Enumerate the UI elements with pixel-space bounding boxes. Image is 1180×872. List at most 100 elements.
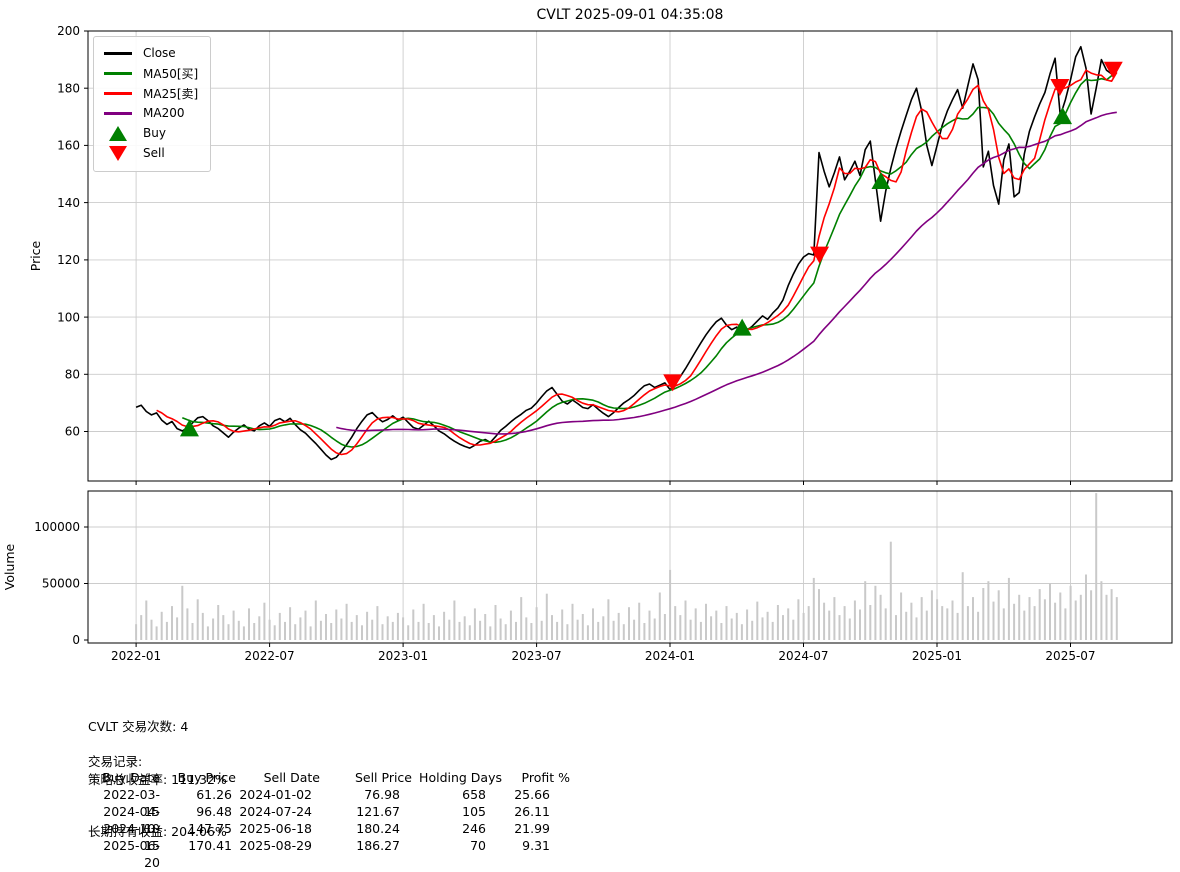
- trade-markers: [179, 61, 1123, 437]
- svg-text:2022-01: 2022-01: [111, 649, 161, 663]
- trade-count-line: CVLT 交易次数: 4: [88, 719, 189, 734]
- legend-item-ma25: MA25[卖]: [103, 83, 198, 103]
- svg-text:140: 140: [57, 196, 80, 210]
- svg-text:60: 60: [65, 425, 80, 439]
- buy-marker-icon: [1053, 107, 1073, 125]
- svg-text:100000: 100000: [34, 520, 80, 534]
- gridlines: [88, 30, 1172, 643]
- sell-marker-icon: [1050, 79, 1070, 97]
- table-cell: 2024-10-15: [103, 821, 160, 853]
- table-cell: 21.99: [514, 821, 550, 836]
- svg-text:2024-07: 2024-07: [778, 649, 828, 663]
- trade-records-table: Buy Date Buy Price Sell Date Sell Price Hold…: [88, 769, 574, 870]
- price-tick-labels: 60 80 100 120 140 160 180 200: [57, 24, 80, 439]
- table-cell: 96.48: [196, 804, 232, 819]
- legend-item-sell: Sell: [103, 143, 198, 163]
- col-header-buy-price: Buy Price: [177, 770, 236, 785]
- table-cell: 105: [462, 804, 486, 819]
- table-row: 2024-04-10 96.48 2024-07-24 121.67 105 26.11: [88, 803, 574, 836]
- table-cell: 9.31: [522, 838, 550, 853]
- table-row: 2022-03-15 61.26 2024-01-02 76.98 658 25.66: [88, 786, 574, 819]
- svg-text:2023-07: 2023-07: [512, 649, 562, 663]
- table-row: 2025-06-20 170.41 2025-08-29 186.27 70 9.31: [88, 837, 574, 870]
- buy-marker-icon: [871, 171, 891, 189]
- legend-label: Buy: [143, 126, 166, 140]
- col-header-holding-days: Holding Days: [419, 770, 502, 785]
- table-cell: 76.98: [364, 787, 400, 802]
- table-cell: 2024-07-24: [239, 804, 312, 819]
- line-swatch-icon: [103, 91, 133, 95]
- table-cell: 2024-04-10: [103, 804, 160, 836]
- col-header-sell-date: Sell Date: [263, 770, 320, 785]
- line-swatch-icon: [103, 111, 133, 115]
- table-cell: 186.27: [356, 838, 400, 853]
- svg-text:80: 80: [65, 368, 80, 382]
- svg-text:2025-07: 2025-07: [1045, 649, 1095, 663]
- buy-marker-icon: [179, 419, 199, 437]
- legend-label: MA25[卖]: [143, 86, 199, 101]
- ma25-line: [156, 69, 1118, 456]
- svg-text:2025-01: 2025-01: [912, 649, 962, 663]
- price-axis-label: Price: [28, 240, 43, 271]
- table-cell: 2025-08-29: [239, 838, 312, 853]
- ma50-line: [181, 72, 1118, 448]
- buy-triangle-icon: [103, 125, 133, 141]
- svg-text:120: 120: [57, 253, 80, 267]
- volume-tick-labels: 0 50000 100000: [34, 520, 80, 647]
- table-row: 2024-10-15 147.75 2025-06-18 180.24 246 21.99: [88, 820, 574, 853]
- axis-labels: Price Volume: [2, 240, 43, 590]
- x-tick-labels: 2022-01 2022-07 2023-01 2023-07 2024-01 2024-…: [111, 649, 1096, 663]
- table-cell: 2025-06-20: [103, 838, 160, 870]
- legend-label: MA50[买]: [143, 66, 199, 81]
- sell-marker-icon: [663, 374, 683, 392]
- legend: Close MA50[买] MA25[卖] MA200 Buy Sell: [93, 36, 212, 172]
- svg-text:2024-01: 2024-01: [645, 649, 695, 663]
- table-cell: 658: [462, 787, 486, 802]
- table-cell: 25.66: [514, 787, 550, 802]
- legend-item-ma200: MA200: [103, 103, 198, 123]
- legend-item-close: Close: [103, 43, 198, 63]
- line-swatch-icon: [103, 71, 133, 75]
- legend-item-ma50: MA50[买]: [103, 63, 198, 83]
- table-cell: 2024-01-02: [239, 787, 312, 802]
- legend-label: MA200: [143, 106, 185, 120]
- hold-return-line: 长期持有收益: 204.06%: [88, 824, 227, 839]
- svg-text:100: 100: [57, 310, 80, 324]
- table-cell: 121.67: [356, 804, 400, 819]
- price-volume-chart: 2022-01 2022-07 2023-01 2023-07 2024-01 2024-…: [2, 24, 1173, 663]
- tick-marks: [84, 30, 1071, 647]
- table-cell: 170.41: [188, 838, 232, 853]
- volume-axis-label: Volume: [2, 543, 17, 590]
- svg-text:2023-01: 2023-01: [378, 649, 428, 663]
- buy-marker-icon: [732, 318, 752, 336]
- sell-triangle-icon: [103, 145, 133, 161]
- svg-text:50000: 50000: [42, 577, 80, 591]
- table-cell: 147.75: [188, 821, 232, 836]
- svg-text:0: 0: [72, 633, 80, 647]
- svg-text:180: 180: [57, 81, 80, 95]
- chart-title: CVLT 2025-09-01 04:35:08: [536, 7, 724, 23]
- sell-marker-icon: [1103, 61, 1123, 79]
- table-cell: 246: [462, 821, 486, 836]
- table-cell: 2022-03-15: [103, 787, 160, 819]
- svg-text:200: 200: [57, 24, 80, 38]
- strategy-return-line: 策略总收益率: 111.32%: [88, 771, 227, 787]
- table-cell: 61.26: [196, 787, 232, 802]
- table-cell: 2025-06-18: [239, 821, 312, 836]
- table-header-row: Buy Date Buy Price Sell Date Sell Price Hold…: [88, 769, 574, 786]
- summary-block: CVLT 交易次数: 4 策略总收益率: 111.32% 长期持有收益: 204…: [88, 683, 227, 872]
- col-header-sell-price: Sell Price: [354, 770, 412, 785]
- volume-bars: [135, 493, 1118, 641]
- trade-records-title: 交易记录:: [88, 754, 143, 769]
- panel-borders: [87, 30, 1173, 644]
- line-swatch-icon: [103, 51, 133, 55]
- table-cell: 70: [470, 838, 486, 853]
- table-cell: 26.11: [514, 804, 550, 819]
- col-header-profit-: Profit %: [521, 770, 570, 785]
- sell-marker-icon: [810, 246, 830, 264]
- legend-label: Sell: [143, 146, 165, 160]
- legend-item-buy: Buy: [103, 123, 198, 143]
- close-line: [135, 45, 1118, 461]
- table-cell: 180.24: [356, 821, 400, 836]
